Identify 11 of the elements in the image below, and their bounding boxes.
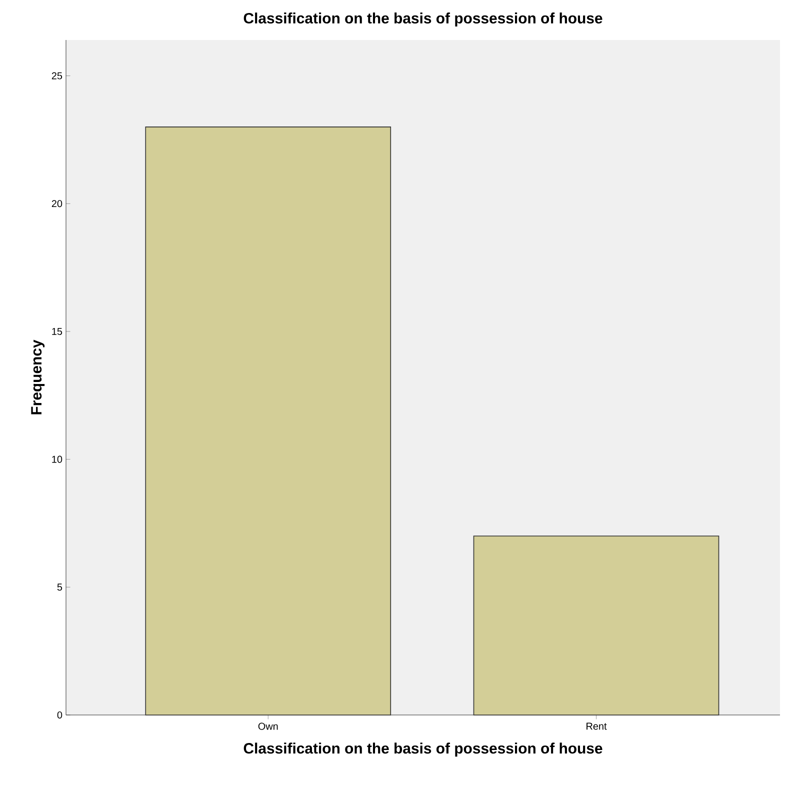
x-tick-label: Rent xyxy=(586,722,607,730)
y-axis-title: Frequency xyxy=(31,340,45,414)
x-axis-title: Classification on the basis of possession of house xyxy=(244,742,602,757)
y-tick-label: 20 xyxy=(52,200,62,208)
y-tick-label: 0 xyxy=(57,711,62,719)
y-tick-label: 5 xyxy=(57,584,62,591)
y-tick-label: 15 xyxy=(52,328,62,335)
y-tick-label: 10 xyxy=(52,456,62,463)
chart-title: Classification on the basis of possession of house xyxy=(244,12,602,26)
x-tick-label: Own xyxy=(258,722,278,730)
y-tick-label: 25 xyxy=(52,72,62,80)
